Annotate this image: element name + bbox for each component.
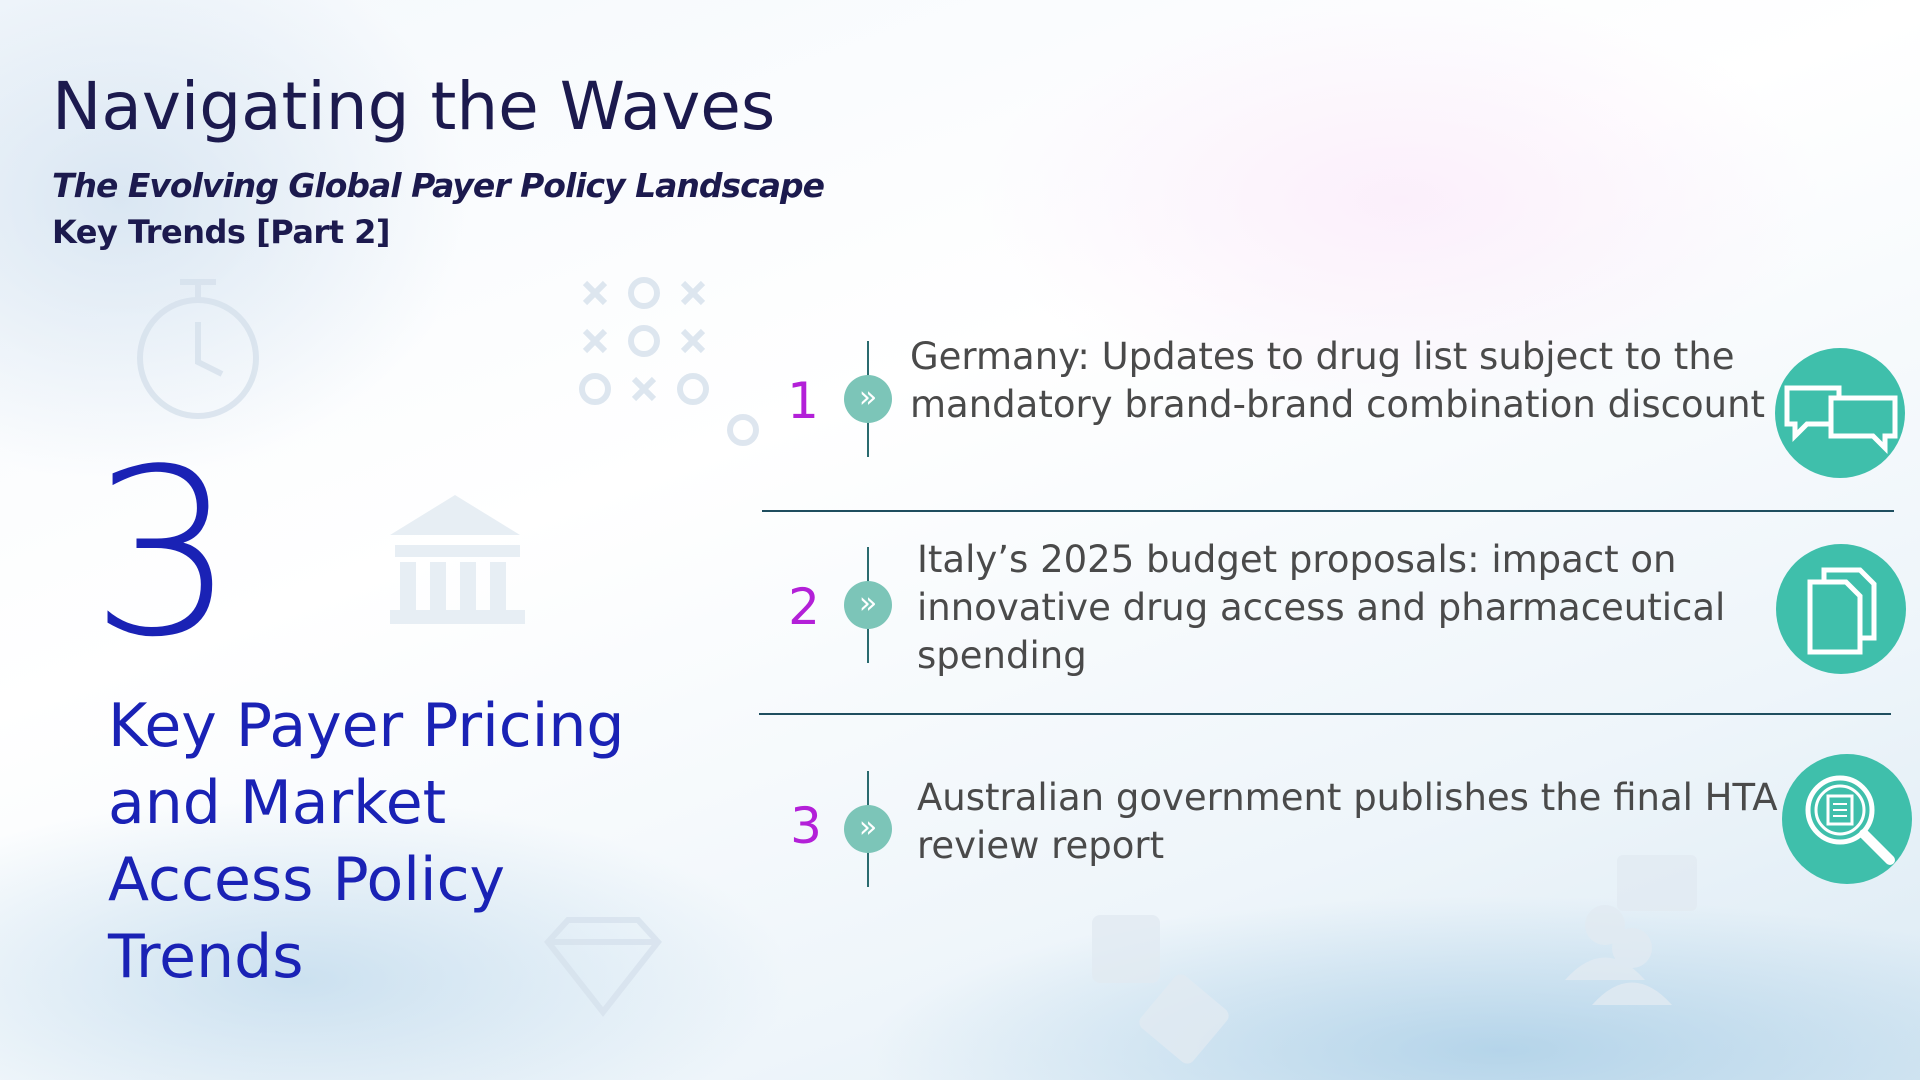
item-text: Germany: Updates to drug list subject to… (910, 335, 1766, 426)
item-text: Italy’s 2025 budget proposals: impact on… (917, 538, 1726, 677)
tagline: Key Trends [Part 2] (52, 213, 391, 251)
chevron-icon: » (844, 581, 892, 629)
item-number: 1 (787, 372, 819, 430)
subtitle: The Evolving Global Payer Policy Landsca… (52, 166, 825, 205)
separator (762, 510, 1894, 512)
big-number: 3 (90, 421, 237, 688)
documents-icon (1776, 544, 1906, 674)
item-number: 3 (790, 797, 822, 855)
summary-label: Key Payer Pricing and Market Access Poli… (108, 691, 625, 992)
item-number: 2 (788, 578, 820, 636)
title: Navigating the Waves (52, 68, 776, 145)
search-icon (1782, 754, 1912, 884)
chat-icon (1775, 348, 1905, 478)
chevron-icon: » (844, 805, 892, 853)
separator (759, 713, 1891, 715)
chevron-icon: » (844, 375, 892, 423)
item-text: Australian government publishes the fina… (917, 776, 1778, 867)
